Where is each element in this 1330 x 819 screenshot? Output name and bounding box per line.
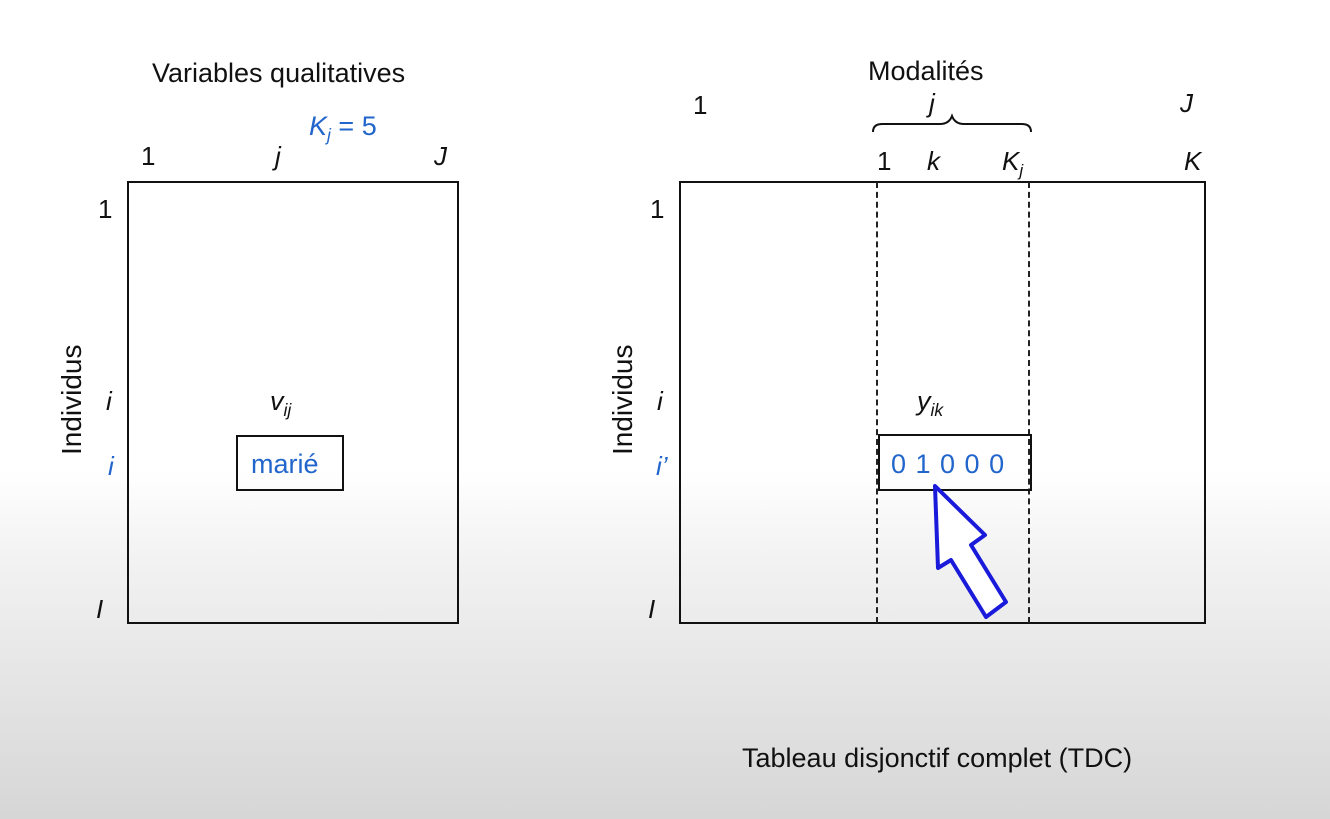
right-col-label-k: k xyxy=(927,146,940,176)
right-group-label-last: J xyxy=(1180,88,1193,118)
kj-label: Kj = 5 xyxy=(309,111,377,146)
right-row-label-first: 1 xyxy=(650,194,665,224)
right-cell-symbol: yik xyxy=(917,386,944,421)
left-highlight-cell xyxy=(236,435,344,491)
left-row-label-i: i xyxy=(106,386,112,416)
modality-group-brace xyxy=(872,113,1032,133)
right-group-label-j: j xyxy=(929,88,935,118)
right-row-label-i: i xyxy=(657,386,663,416)
left-title: Variables qualitatives xyxy=(152,58,406,88)
right-cell-value: 0 1 0 0 0 xyxy=(891,449,1006,479)
left-cell-value: marié xyxy=(251,449,319,479)
left-cell-symbol: vij xyxy=(270,386,292,421)
left-col-label-first: 1 xyxy=(141,141,156,171)
right-row-label-last: I xyxy=(648,594,656,624)
left-col-label-j: j xyxy=(275,141,281,171)
right-title: Modalités xyxy=(868,56,984,86)
right-dashed-line-left xyxy=(876,182,878,623)
left-row-label-first: 1 xyxy=(98,194,113,224)
left-table-frame xyxy=(127,181,459,624)
right-dashed-line-right xyxy=(1028,182,1030,623)
right-col-label-kj: Kj xyxy=(1002,146,1024,180)
right-table-frame xyxy=(679,181,1206,624)
right-group-label-first: 1 xyxy=(693,90,708,120)
right-highlight-cell xyxy=(878,434,1032,491)
left-row-label-last: I xyxy=(96,594,104,624)
caption: Tableau disjonctif complet (TDC) xyxy=(742,743,1133,773)
pointer-arrow-icon xyxy=(933,484,1008,619)
right-row-label-i-prime: i’ xyxy=(656,451,668,481)
left-row-label-i-highlight: i xyxy=(108,451,114,481)
right-col-label-last: K xyxy=(1184,146,1202,176)
left-col-label-last: J xyxy=(434,141,447,171)
right-col-label-first: 1 xyxy=(877,146,892,176)
